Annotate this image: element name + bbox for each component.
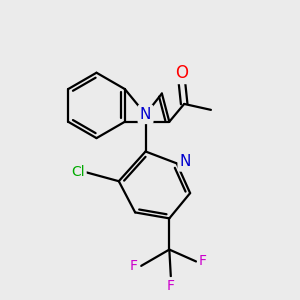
Text: Cl: Cl [71,165,85,179]
Text: N: N [180,154,191,169]
Text: F: F [130,259,138,273]
Text: F: F [199,254,207,268]
Text: F: F [167,279,175,293]
Text: O: O [175,64,188,82]
Text: N: N [140,107,151,122]
